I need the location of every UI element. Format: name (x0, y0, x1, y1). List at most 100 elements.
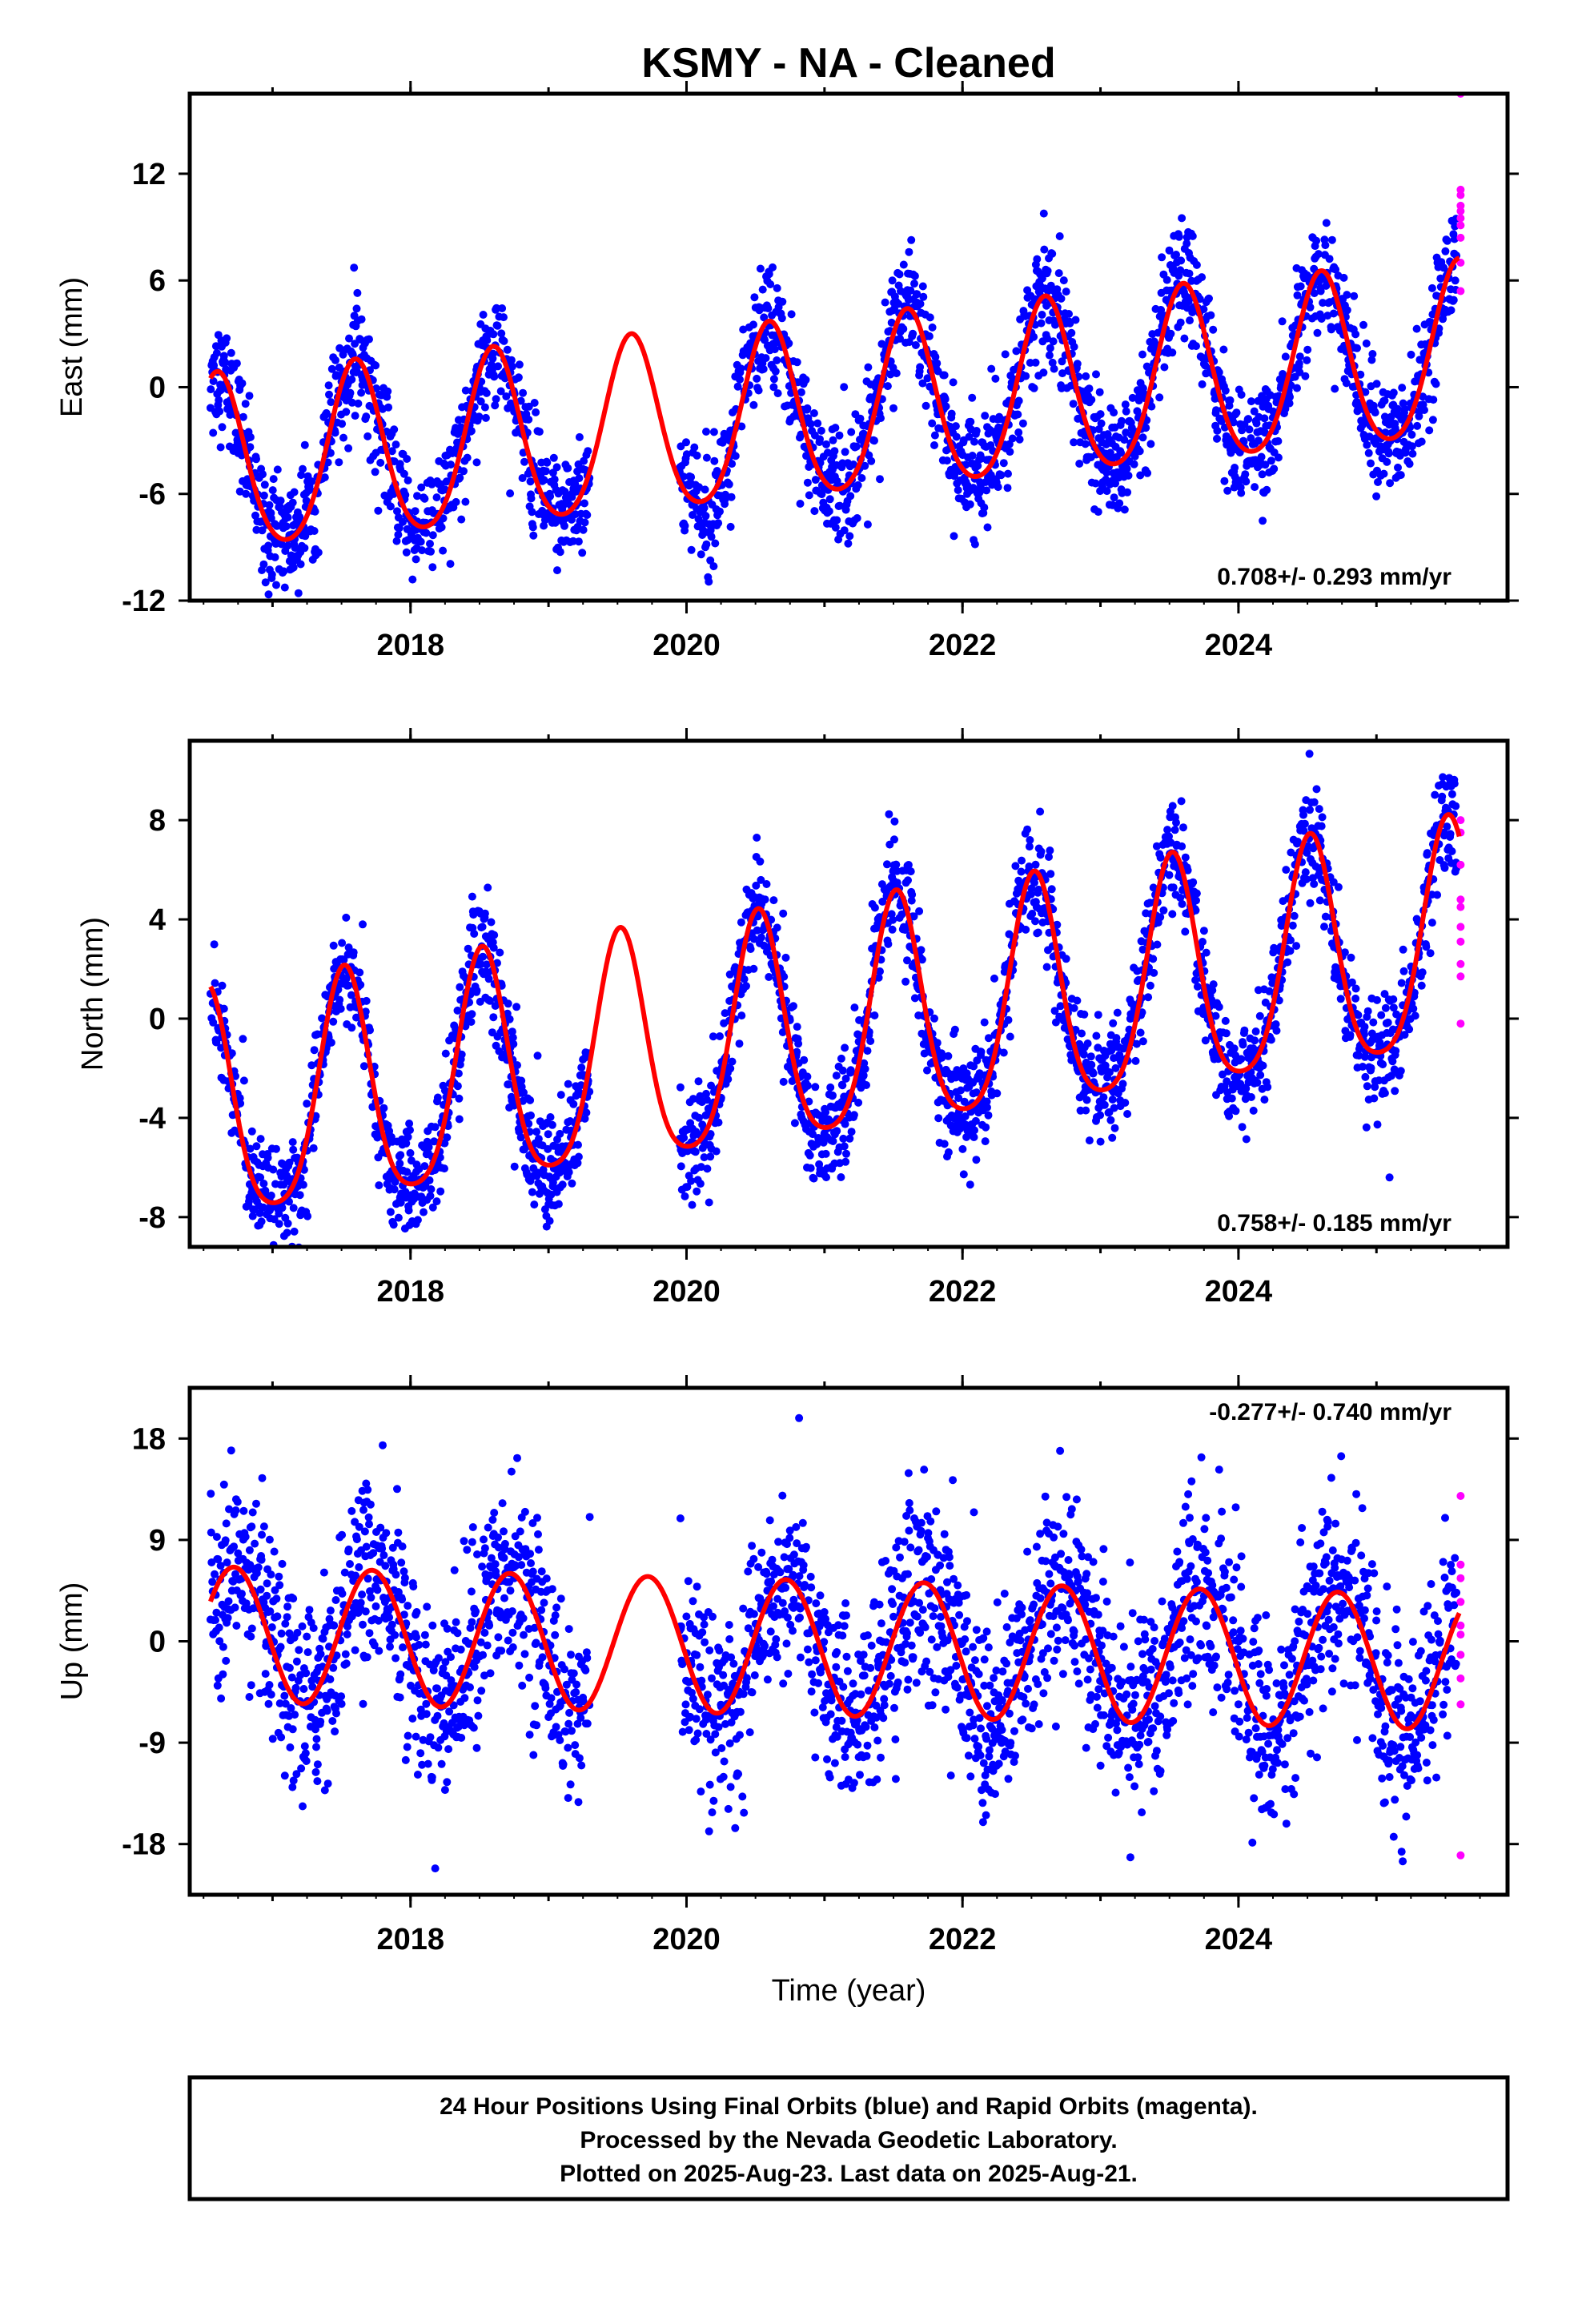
final-orbit-point (897, 910, 906, 919)
final-orbit-point (497, 329, 506, 338)
final-orbit-point (1018, 856, 1026, 865)
final-orbit-point (1393, 404, 1402, 413)
final-orbit-point (930, 431, 939, 440)
final-orbit-point (806, 1164, 815, 1172)
final-orbit-point (825, 495, 834, 504)
final-orbit-point (961, 1112, 970, 1120)
final-orbit-point (846, 1066, 855, 1075)
final-orbit-point (1117, 448, 1126, 457)
final-orbit-point (518, 474, 527, 482)
final-orbit-point (280, 583, 289, 592)
final-orbit-point (829, 1091, 837, 1100)
final-orbit-point (1336, 995, 1345, 1003)
final-orbit-point (535, 428, 544, 436)
final-orbit-point (754, 386, 763, 395)
final-orbit-point (1245, 425, 1254, 434)
final-orbit-point (269, 475, 278, 484)
final-orbit-point (687, 1176, 696, 1185)
final-orbit-point (1183, 866, 1192, 875)
final-orbit-point (683, 1183, 692, 1192)
final-orbit-point (1118, 416, 1126, 425)
final-orbit-point (425, 1176, 434, 1184)
final-orbit-point (1295, 359, 1303, 368)
final-orbit-point (209, 428, 218, 437)
final-orbit-point (1070, 1003, 1078, 1012)
final-orbit-point (580, 456, 588, 465)
final-orbit-point (1057, 294, 1066, 303)
rate-label: 0.708+/- 0.293 mm/yr (1217, 564, 1452, 590)
final-orbit-point (1223, 486, 1232, 495)
final-orbit-point (1287, 936, 1295, 945)
final-orbit-point (1205, 294, 1213, 303)
final-orbit-point (826, 1083, 835, 1092)
final-orbit-point (821, 1108, 830, 1116)
final-orbit-point (1034, 928, 1042, 937)
final-orbit-point (267, 1204, 275, 1212)
final-orbit-point (347, 1023, 356, 1032)
final-orbit-point (852, 442, 861, 451)
final-orbit-point (476, 397, 485, 406)
final-orbit-point (746, 945, 755, 953)
final-orbit-point (1130, 452, 1139, 460)
final-orbit-point (1178, 842, 1186, 850)
final-orbit-point (813, 419, 822, 428)
final-orbit-point (227, 348, 235, 357)
final-orbit-point (1053, 920, 1062, 929)
final-orbit-point (490, 372, 499, 381)
final-orbit-point (847, 1128, 856, 1136)
final-orbit-point (318, 1014, 327, 1023)
final-orbit-point (417, 483, 426, 492)
final-orbit-point (396, 1159, 404, 1168)
final-orbit-point (256, 1173, 265, 1182)
final-orbit-point (809, 1130, 817, 1139)
final-orbit-point (1362, 339, 1371, 348)
final-orbit-point (500, 313, 508, 322)
final-orbit-point (700, 1153, 709, 1162)
final-orbit-point (374, 506, 383, 515)
final-orbit-point (248, 1212, 257, 1220)
rapid-orbit-points (1456, 94, 1465, 296)
final-orbit-point (394, 1213, 403, 1222)
final-orbit-point (338, 939, 347, 947)
final-orbit-point (817, 426, 825, 435)
final-orbit-point (938, 1053, 946, 1062)
final-orbit-point (681, 521, 689, 530)
final-orbit-point (1174, 232, 1183, 241)
final-orbit-point (1420, 406, 1428, 414)
final-orbit-point (677, 1162, 685, 1171)
final-orbit-point (500, 336, 508, 345)
final-orbit-point (870, 436, 878, 445)
final-orbit-point (1213, 426, 1222, 435)
final-orbit-point (760, 313, 769, 322)
final-orbit-point (428, 563, 437, 572)
final-orbit-point (303, 1100, 311, 1108)
final-orbit-point (1371, 408, 1379, 417)
final-orbit-point (984, 1111, 993, 1120)
final-orbit-point (725, 480, 733, 489)
final-orbit-point (861, 461, 869, 470)
final-orbit-point (907, 235, 916, 244)
final-orbit-point (461, 386, 470, 395)
final-orbit-point (211, 979, 219, 987)
final-orbit-point (236, 1099, 245, 1108)
final-orbit-point (235, 487, 244, 496)
final-orbit-point (999, 459, 1008, 468)
final-orbit-point (1359, 320, 1367, 329)
final-orbit-point (1188, 231, 1197, 240)
final-orbit-point (232, 359, 241, 368)
final-orbit-point (907, 896, 916, 905)
final-orbit-point (1239, 1040, 1247, 1049)
final-orbit-point (439, 514, 448, 523)
final-orbit-point (903, 956, 911, 965)
final-orbit-point (737, 918, 745, 927)
final-orbit-point (1022, 925, 1030, 934)
final-orbit-point (1441, 247, 1450, 255)
final-orbit-point (1045, 853, 1053, 861)
x-tick-label: 2022 (929, 629, 997, 662)
final-orbit-point (779, 909, 788, 918)
final-orbit-point (267, 514, 275, 522)
final-orbit-point (761, 895, 769, 904)
final-orbit-point (1143, 468, 1152, 477)
final-orbit-point (750, 293, 759, 302)
final-orbit-point (422, 529, 431, 537)
